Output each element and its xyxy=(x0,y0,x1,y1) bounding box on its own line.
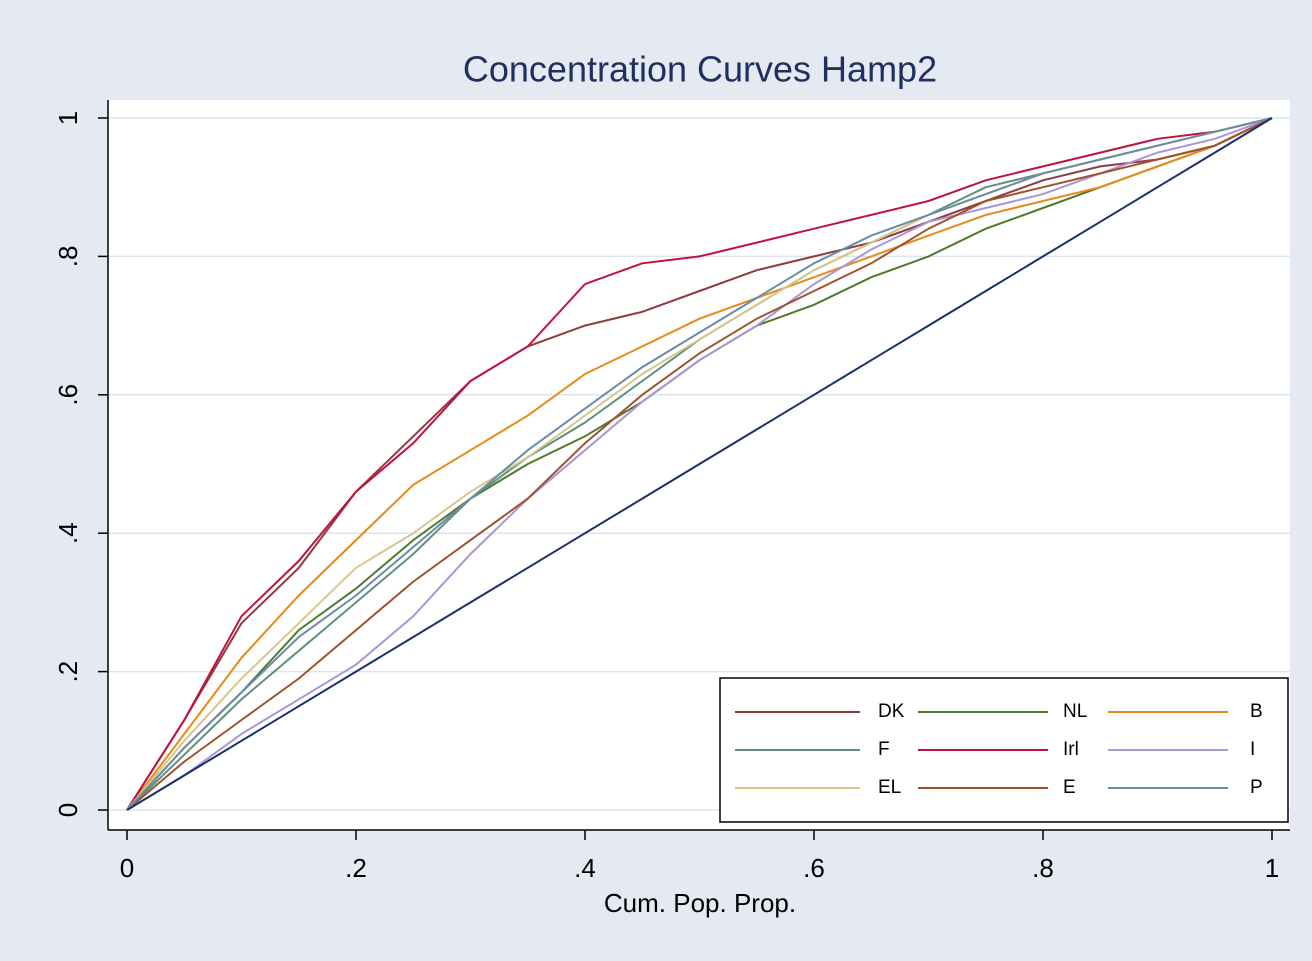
chart-title: Concentration Curves Hamp2 xyxy=(463,49,937,90)
legend-label: P xyxy=(1250,777,1263,798)
legend-label: DK xyxy=(878,701,905,722)
curve xyxy=(126,117,1273,811)
x-tick-label: 0 xyxy=(120,853,134,883)
curve xyxy=(126,117,1273,811)
curve xyxy=(126,117,1273,811)
y-tick-label: .6 xyxy=(53,384,83,406)
x-tick-label: .4 xyxy=(574,853,596,883)
legend-label: E xyxy=(1063,777,1076,798)
x-tick-label: .6 xyxy=(803,853,825,883)
legend-label: EL xyxy=(878,777,901,798)
curve xyxy=(126,117,1273,811)
y-tick-label: .8 xyxy=(53,246,83,268)
curve xyxy=(126,117,1273,811)
legend-label: B xyxy=(1250,701,1263,722)
legend-label: NL xyxy=(1063,701,1087,722)
curve xyxy=(126,117,1273,811)
y-tick-label: .2 xyxy=(53,661,83,683)
legend-label: I xyxy=(1250,739,1255,760)
legend-label: Irl xyxy=(1063,739,1079,760)
curve xyxy=(126,117,1273,811)
y-tick-label: 0 xyxy=(53,803,83,817)
legend-label: F xyxy=(878,739,890,760)
x-axis-label: Cum. Pop. Prop. xyxy=(604,888,796,918)
x-tick-label: 1 xyxy=(1265,853,1279,883)
x-tick-label: .8 xyxy=(1032,853,1054,883)
x-tick-label: .2 xyxy=(345,853,367,883)
y-tick-label: .4 xyxy=(53,522,83,544)
y-tick-label: 1 xyxy=(53,111,83,125)
